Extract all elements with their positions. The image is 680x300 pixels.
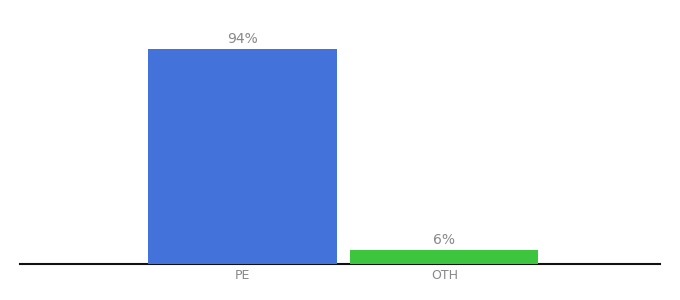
Text: 6%: 6% [433,233,456,247]
Bar [350,250,539,264]
Text: 94%: 94% [227,32,258,46]
Bar [148,49,337,264]
